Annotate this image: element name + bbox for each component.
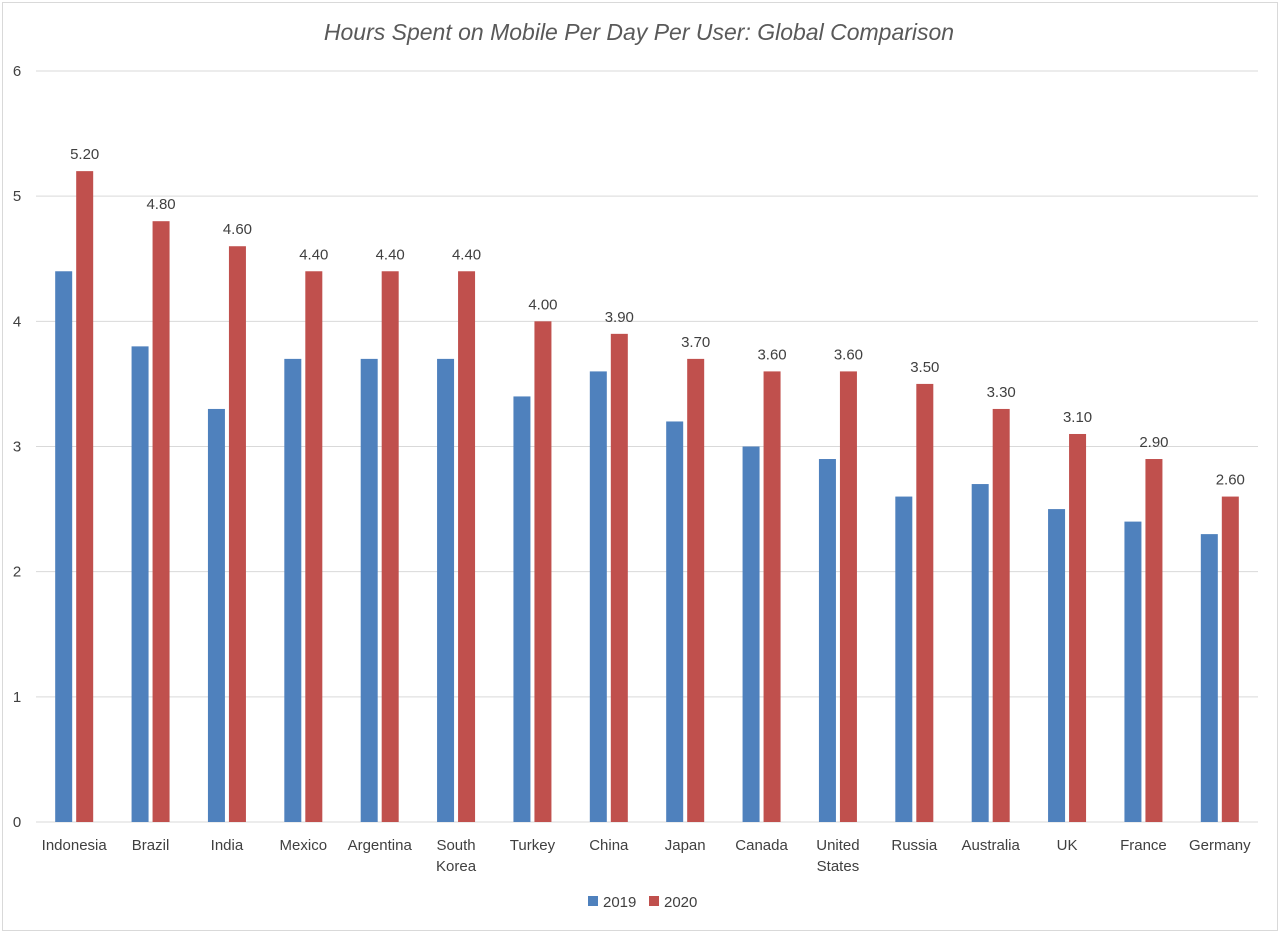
bar-2020: [381, 271, 399, 822]
bar-2020: [763, 371, 781, 822]
data-label: 3.50: [910, 359, 939, 376]
x-tick-label: UK: [1057, 837, 1078, 854]
bar-2019: [589, 371, 607, 822]
x-tick-label: China: [589, 837, 629, 854]
bar-2020: [610, 333, 628, 822]
data-label: 4.00: [528, 296, 557, 313]
x-tick-label: Mexico: [280, 837, 328, 854]
y-tick-label: 1: [13, 689, 21, 706]
data-label: 5.20: [70, 146, 99, 163]
legend-label: 2019: [603, 894, 636, 911]
data-labels: 5.20 4.80 4.60 4.40 4.40 4.40 4.00 3.90 3.70 3.60…: [70, 146, 1245, 488]
bar-2019: [1200, 534, 1218, 822]
y-tick-label: 0: [13, 814, 21, 831]
y-tick-label: 2: [13, 564, 21, 581]
legend-swatch-2019: [588, 896, 598, 906]
bar-2019: [284, 358, 302, 822]
x-tick-label: Korea: [436, 858, 477, 875]
bar-2020: [534, 321, 552, 822]
data-label: 2.60: [1216, 472, 1245, 489]
x-tick-label: Japan: [665, 837, 706, 854]
data-label: 3.60: [757, 346, 786, 363]
x-tick-label: Germany: [1189, 837, 1251, 854]
x-tick-label: Canada: [735, 837, 788, 854]
bar-2019: [513, 396, 531, 822]
x-tick-label: Indonesia: [42, 837, 108, 854]
y-tick-label: 4: [13, 313, 21, 330]
x-tick-label: United: [816, 837, 859, 854]
bar-2020: [916, 383, 934, 822]
bar-2019: [131, 346, 149, 822]
bar-2019: [207, 408, 225, 822]
bar-2020: [1145, 459, 1163, 822]
bar-2019: [1124, 521, 1142, 822]
data-label: 3.90: [605, 309, 634, 326]
bar-2019: [55, 271, 73, 822]
bar-2020: [1221, 496, 1239, 822]
x-tick-label: States: [817, 858, 860, 875]
data-label: 3.70: [681, 334, 710, 351]
x-tick-label: Brazil: [132, 837, 170, 854]
bar-chart: Hours Spent on Mobile Per Day Per User: …: [13, 19, 1258, 911]
data-label: 4.60: [223, 221, 252, 238]
bar-2020: [76, 171, 94, 823]
data-label: 4.40: [299, 246, 328, 263]
data-label: 3.60: [834, 346, 863, 363]
bar-2020: [687, 358, 705, 822]
bar-2020: [228, 246, 246, 822]
x-tick-label: Turkey: [510, 837, 556, 854]
data-label: 3.30: [987, 384, 1016, 401]
x-tick-label: India: [211, 837, 244, 854]
bar-2019: [666, 421, 684, 822]
legend: 2019 2020: [588, 894, 697, 911]
bar-2020: [305, 271, 323, 822]
data-label: 4.80: [146, 196, 175, 213]
y-tick-label: 5: [13, 188, 21, 205]
legend-label: 2020: [664, 894, 697, 911]
data-label: 4.40: [452, 246, 481, 263]
bar-2019: [360, 358, 378, 822]
x-axis-categories: Indonesia Brazil India Mexico Argentina South…: [42, 837, 1251, 875]
bar-2019: [742, 446, 760, 822]
data-label: 2.90: [1139, 434, 1168, 451]
data-label: 4.40: [376, 246, 405, 263]
x-tick-label: Russia: [891, 837, 938, 854]
x-tick-label: South: [436, 837, 475, 854]
y-axis-ticks: 0 1 2 3 4 5 6: [13, 63, 21, 831]
bar-2019: [818, 459, 836, 822]
bar-2020: [458, 271, 476, 822]
bar-2019: [895, 496, 913, 822]
bar-2019: [437, 358, 455, 822]
bar-2020: [992, 408, 1010, 822]
y-tick-label: 6: [13, 63, 21, 80]
data-label: 3.10: [1063, 409, 1092, 426]
bar-2020: [1069, 433, 1087, 822]
x-tick-label: France: [1120, 837, 1167, 854]
x-tick-label: Argentina: [348, 837, 413, 854]
chart-title: Hours Spent on Mobile Per Day Per User: …: [324, 19, 954, 45]
bar-2019: [1048, 509, 1066, 822]
bars: [55, 171, 1239, 823]
bar-2020: [839, 371, 857, 822]
bar-2020: [152, 221, 170, 822]
y-tick-label: 3: [13, 439, 21, 456]
legend-swatch-2020: [649, 896, 659, 906]
x-tick-label: Australia: [962, 837, 1021, 854]
bar-2019: [971, 484, 989, 822]
